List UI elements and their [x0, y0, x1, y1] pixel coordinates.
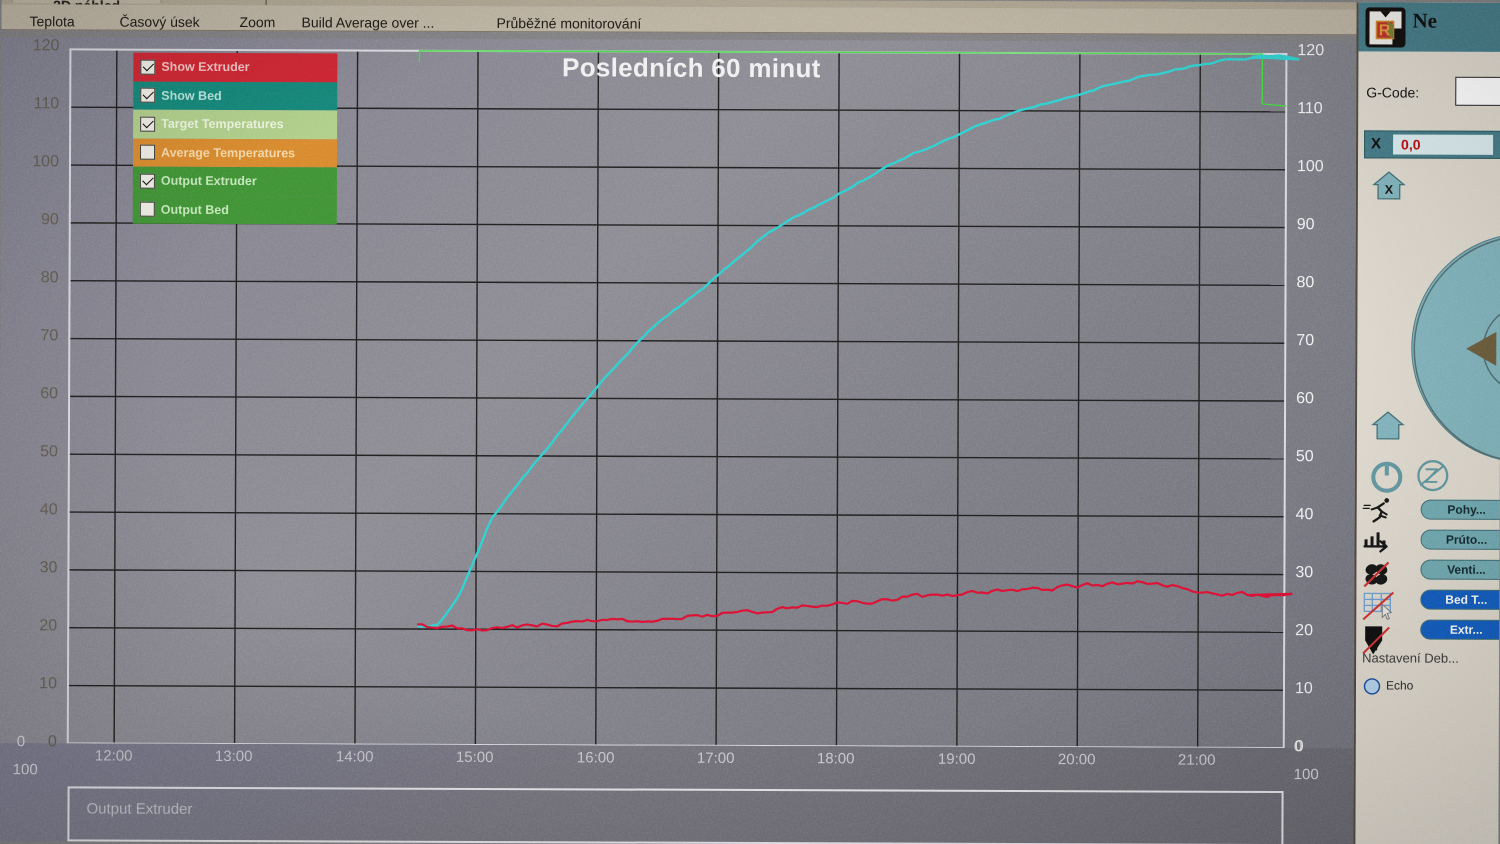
svg-text:R: R [1379, 22, 1391, 39]
svg-text:X: X [1385, 183, 1394, 197]
